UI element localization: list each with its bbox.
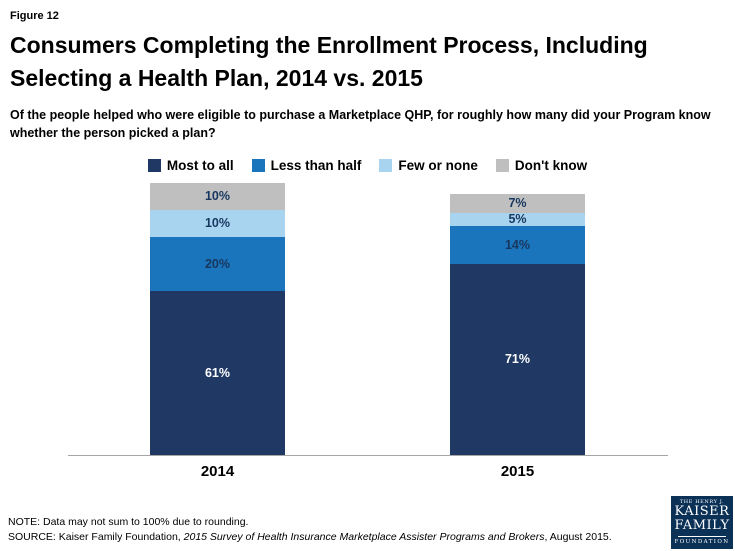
logo-line-the-henry-j: THE HENRY J. xyxy=(679,499,725,505)
segment-value-label: 10% xyxy=(204,216,231,231)
segment-most-to-all: 71% xyxy=(450,264,585,456)
segment-value-label: 7% xyxy=(508,196,527,211)
figure-label: Figure 12 xyxy=(10,10,59,22)
legend: Most to all Less than half Few or none Don'… xyxy=(0,158,735,173)
source-italic: 2015 Survey of Health Insurance Marketpl… xyxy=(183,530,545,543)
chart-subtitle: Of the people helped who were eligible t… xyxy=(10,107,711,141)
logo-line-family: FAMILY xyxy=(674,518,730,534)
legend-item: Don't know xyxy=(495,158,588,174)
stacked-bar-2014: 61% 20% 10% 10% xyxy=(150,183,285,456)
plot-area: 61% 20% 10% 10% 71% 14% 5% 7% xyxy=(67,183,668,457)
legend-label: Most to all xyxy=(166,158,234,174)
segment-value-label: 61% xyxy=(204,365,231,380)
legend-item: Few or none xyxy=(379,158,478,173)
segment-don-t-know: 10% xyxy=(150,183,285,211)
legend-item: Most to all xyxy=(147,158,234,174)
segment-few-or-none: 5% xyxy=(450,212,585,227)
legend-swatch-icon xyxy=(251,159,265,173)
kaiser-family-foundation-logo: THE HENRY J. KAISER FAMILY FOUNDATION xyxy=(671,496,733,549)
stacked-bar-chart: 61% 20% 10% 10% 71% 14% 5% 7% 2014 2015 xyxy=(67,183,668,480)
logo-line-foundation: FOUNDATION xyxy=(674,538,730,545)
footnotes: NOTE: Data may not sum to 100% due to ro… xyxy=(8,515,612,545)
source-line: SOURCE: Kaiser Family Foundation, 2015 S… xyxy=(8,530,612,545)
legend-label: Few or none xyxy=(398,158,478,174)
segment-value-label: 14% xyxy=(504,237,531,252)
segment-most-to-all: 61% xyxy=(150,291,285,456)
segment-value-label: 5% xyxy=(508,212,527,227)
segment-value-label: 10% xyxy=(204,189,231,204)
source-suffix: , August 2015. xyxy=(544,530,612,543)
legend-label: Don't know xyxy=(514,158,588,174)
header: Figure 12 Consumers Completing the Enrol… xyxy=(0,0,735,143)
legend-swatch-icon xyxy=(379,159,393,173)
segment-less-than-half: 20% xyxy=(150,237,285,292)
segment-value-label: 71% xyxy=(504,352,531,367)
legend-swatch-icon xyxy=(147,159,161,173)
logo-divider xyxy=(678,535,726,537)
x-axis-labels: 2014 2015 xyxy=(68,463,668,480)
x-axis-label-2014: 2014 xyxy=(200,463,235,481)
segment-few-or-none: 10% xyxy=(150,210,285,238)
legend-swatch-icon xyxy=(495,159,509,173)
x-axis-label-2015: 2015 xyxy=(500,463,535,481)
logo-line-kaiser: KAISER xyxy=(674,504,730,519)
legend-label: Less than half xyxy=(270,158,362,174)
page-title: Consumers Completing the Enrollment Proc… xyxy=(10,32,648,92)
stacked-bar-2015: 71% 14% 5% 7% xyxy=(450,194,585,456)
source-prefix: SOURCE: Kaiser Family Foundation, xyxy=(8,530,184,543)
note-line: NOTE: Data may not sum to 100% due to ro… xyxy=(8,515,249,528)
segment-don-t-know: 7% xyxy=(450,194,585,214)
segment-less-than-half: 14% xyxy=(450,226,585,265)
legend-item: Less than half xyxy=(251,158,362,174)
segment-value-label: 20% xyxy=(204,256,231,271)
